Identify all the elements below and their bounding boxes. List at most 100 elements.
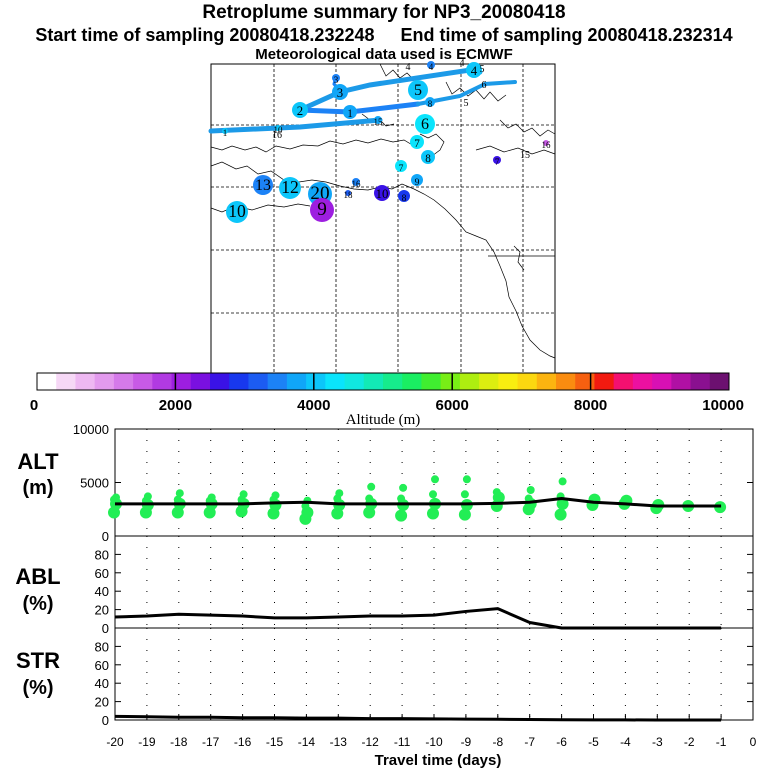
y-tick-label: 40 bbox=[95, 676, 109, 691]
end-time-label: End time of sampling 20080418.232314 bbox=[400, 25, 733, 45]
series-line-str bbox=[114, 714, 722, 722]
x-tick-label: -10 bbox=[425, 735, 443, 749]
colorbar-title: Altitude (m) bbox=[346, 412, 421, 428]
x-tick-label: -3 bbox=[652, 735, 663, 749]
colorbar-tick-label: 10000 bbox=[702, 397, 744, 414]
trajectory-cluster-marker bbox=[374, 185, 390, 201]
trajectory-cluster-marker bbox=[415, 114, 435, 134]
colorbar-cell bbox=[306, 373, 326, 390]
altitude-cluster-point bbox=[462, 475, 471, 484]
trajectory-day-label: 16 bbox=[352, 179, 362, 189]
y-tick-label: 0 bbox=[102, 713, 109, 728]
trajectory-cluster-marker bbox=[411, 174, 423, 186]
colorbar-cell bbox=[709, 373, 730, 390]
altitude-cluster-point bbox=[427, 507, 439, 520]
trajectory-day-label: 7 bbox=[399, 163, 404, 174]
y-tick-label: 80 bbox=[95, 639, 109, 654]
colorbar-cell bbox=[632, 373, 653, 390]
trajectory-day-label: 16 bbox=[542, 140, 552, 150]
colorbar-cell bbox=[556, 373, 576, 390]
trajectory-day-label: 6 bbox=[482, 80, 487, 91]
x-tick-label: -16 bbox=[234, 735, 252, 749]
colorbar-cell bbox=[421, 373, 442, 390]
y-tick-label: 5000 bbox=[80, 476, 109, 491]
altitude-colorbar: 0 2000 4000 6000 8000 10000 Altitude (m) bbox=[30, 372, 744, 428]
y-axis-unit: (m) bbox=[22, 477, 53, 499]
trajectory-day-label: 4 bbox=[429, 62, 434, 72]
colorbar-cell bbox=[152, 373, 173, 390]
trajectory-cluster-marker bbox=[345, 190, 351, 196]
y-axis-label: ALT bbox=[17, 449, 59, 474]
x-tick-label: -19 bbox=[138, 735, 156, 749]
trajectory-cluster-marker bbox=[398, 190, 410, 202]
trajectory-day-label: 1 bbox=[347, 108, 353, 120]
x-tick-label: 0 bbox=[750, 735, 757, 749]
trajectory-day-label: 13 bbox=[255, 177, 271, 194]
met-data-label: Meteorological data used is ECMWF bbox=[255, 46, 513, 63]
trajectory-cluster-marker bbox=[310, 198, 334, 222]
trajectory-cluster-marker bbox=[374, 116, 382, 124]
x-axis-label: Travel time (days) bbox=[375, 752, 502, 768]
altitude-cluster-point bbox=[175, 489, 184, 498]
altitude-cluster-point bbox=[558, 477, 567, 486]
x-tick-label: -17 bbox=[202, 735, 220, 749]
x-tick-label: -20 bbox=[106, 735, 124, 749]
trajectory-cluster-marker bbox=[332, 84, 348, 100]
colorbar-tick-label: 4000 bbox=[297, 397, 330, 414]
y-axis-unit: (%) bbox=[22, 677, 53, 699]
y-tick-label: 60 bbox=[95, 566, 109, 581]
colorbar-cell bbox=[671, 373, 692, 390]
coastlines bbox=[210, 63, 556, 359]
colorbar-cell bbox=[440, 373, 461, 390]
altitude-cluster-point bbox=[397, 494, 406, 503]
trajectory-day-label: 7 bbox=[495, 157, 500, 167]
colorbar-cell bbox=[498, 373, 519, 390]
y-axis-unit: (%) bbox=[22, 593, 53, 615]
trajectory-cluster-marker bbox=[332, 74, 340, 82]
trajectory-cluster-marker bbox=[222, 128, 228, 134]
altitude-cluster-point bbox=[271, 491, 280, 500]
trajectory-day-label: 15 bbox=[374, 117, 384, 127]
altitude-cluster-point bbox=[554, 508, 567, 521]
x-tick-label: -4 bbox=[620, 735, 631, 749]
colorbar-tick-label: 2000 bbox=[159, 397, 192, 414]
x-tick-label: -18 bbox=[170, 735, 188, 749]
altitude-cluster-point bbox=[460, 490, 469, 499]
colorbar-cell bbox=[113, 373, 134, 390]
trajectory-cluster-marker bbox=[292, 102, 308, 118]
trajectory-day-label: 16 bbox=[272, 130, 282, 141]
y-tick-label: 10000 bbox=[73, 422, 109, 437]
colorbar-cell bbox=[459, 373, 480, 390]
trajectory-cluster-marker bbox=[395, 160, 407, 172]
colorbar-cell bbox=[690, 373, 711, 390]
trajectory-cluster-marker bbox=[493, 156, 501, 164]
trajectory-day-label: 5 bbox=[414, 82, 422, 99]
trajectory-cluster-marker bbox=[410, 135, 424, 149]
x-tick-label: -12 bbox=[362, 735, 380, 749]
trajectory-day-label: 10 bbox=[274, 125, 284, 135]
trajectory-day-label: 1 bbox=[223, 128, 228, 138]
y-tick-label: 0 bbox=[102, 621, 109, 636]
y-axis-label: ABL bbox=[15, 564, 60, 589]
trajectory-day-label: 9 bbox=[415, 177, 420, 188]
colorbar-tick-label: 0 bbox=[30, 397, 38, 414]
panel-alt: 0 5000 10000 ALT (m) bbox=[17, 422, 754, 544]
panel-str: 0 20 40 60 80 STR (%) bbox=[16, 627, 754, 728]
colorbar-cell bbox=[75, 373, 96, 390]
colorbar-cell bbox=[248, 373, 269, 390]
colorbar-cell bbox=[594, 373, 615, 390]
y-axis-label: STR bbox=[16, 648, 60, 673]
series-line-abl bbox=[114, 607, 722, 630]
x-tick-label: -15 bbox=[266, 735, 284, 749]
colorbar-cell bbox=[133, 373, 153, 390]
colorbar-tick-label: 6000 bbox=[436, 397, 469, 414]
y-tick-label: 0 bbox=[102, 529, 109, 544]
map-gridlines bbox=[211, 64, 555, 375]
y-tick-label: 80 bbox=[95, 547, 109, 562]
altitude-cluster-point bbox=[526, 485, 535, 494]
altitude-cluster-point bbox=[173, 495, 182, 504]
altitude-cluster-point bbox=[492, 488, 501, 497]
colorbar-cell bbox=[479, 373, 499, 390]
